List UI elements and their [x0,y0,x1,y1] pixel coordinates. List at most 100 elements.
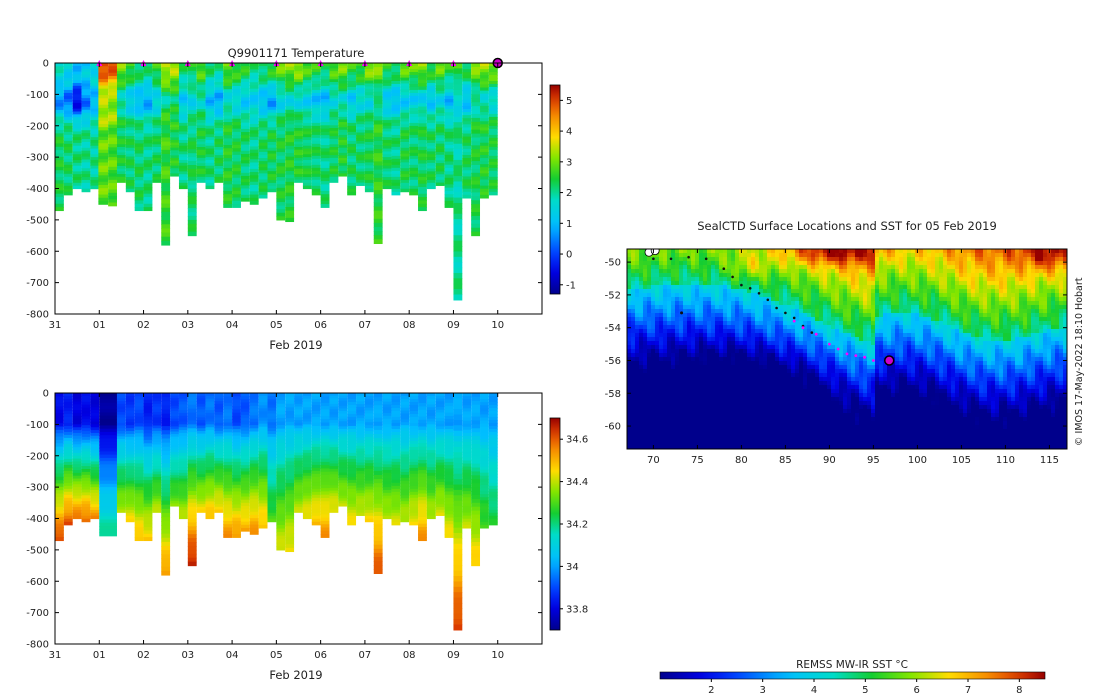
profile-cell [81,141,91,146]
profile-cell [125,395,135,400]
profile-cell [373,128,383,134]
profile-cell [382,464,392,468]
profile-cell [488,170,498,175]
profile-cell [143,153,153,158]
sst-cell [647,277,652,282]
profile-cell [152,63,162,67]
profile-cell [276,105,286,110]
profile-cell [81,80,91,85]
profile-cell [240,97,250,102]
sst-cell [639,429,644,434]
profile-cell [116,490,126,494]
profile-cell [391,122,401,127]
profile-cell [462,136,472,141]
profile-cell [134,76,144,81]
profile-cell [205,418,215,423]
profile-cell [258,448,268,452]
profile-cell [435,418,445,422]
profile-cell [98,63,109,67]
profile-cell [480,420,489,425]
profile-cell [320,190,330,195]
profile-cell [409,431,419,436]
profile-cell [382,430,392,434]
profile-cell [125,451,135,455]
profile-cell [311,134,321,139]
profile-cell [81,168,91,172]
profile-cell [356,470,365,475]
profile-cell [382,447,392,451]
profile-cell [409,116,419,121]
profile-cell [400,504,410,508]
profile-cell [196,414,206,418]
profile-cell [409,80,419,85]
profile-cell [311,65,321,70]
x-tick-label: 31 [49,320,62,331]
profile-cell [240,396,250,400]
profile-cell [320,85,330,90]
profile-cell [170,426,179,430]
profile-cell [471,78,481,84]
profile-cell [364,174,374,178]
profile-cell [214,493,224,497]
profile-cell [161,430,171,435]
profile-cell [249,184,259,189]
profile-cell [108,85,117,90]
profile-cell [329,393,339,397]
profile-cell [143,96,153,101]
profile-cell [170,454,179,458]
profile-cell [63,434,73,439]
profile-cell [170,80,179,85]
sst-cell [647,257,652,262]
profile-cell [223,102,233,107]
profile-cell [329,460,339,465]
profile-cell [232,419,241,424]
profile-cell [116,92,126,97]
profile-cell [418,399,427,404]
profile-cell [435,448,445,452]
profile-cell [302,447,312,451]
profile-cell [471,110,481,115]
profile-cell [214,430,224,435]
profile-cell [418,510,427,515]
profile-cell [63,65,73,70]
profile-cell [63,473,73,478]
profile-cell [329,71,339,75]
profile-cell [161,393,171,398]
profile-cell [125,106,135,111]
profile-cell [480,112,489,116]
profile-cell [205,489,215,494]
profile-cell [55,116,64,121]
profile-cell [347,137,357,142]
profile-cell [320,484,330,489]
profile-cell [55,506,64,511]
profile-cell [480,402,489,406]
profile-cell [435,143,445,148]
profile-cell [187,510,197,516]
profile-cell [373,124,383,130]
profile-cell [143,463,153,468]
profile-cell [249,431,259,436]
sst-cell [631,413,636,418]
profile-cell [55,496,64,501]
profile-cell [72,475,82,480]
profile-cell [170,485,179,489]
sst-cell [631,277,636,282]
profile-cell [249,428,259,433]
profile-cell [435,440,445,444]
profile-cell [320,494,330,499]
profile-cell [72,165,82,170]
profile-cell [267,118,277,123]
profile-cell [373,548,383,554]
profile-cell [488,395,498,400]
profile-cell [364,393,374,397]
profile-cell [232,514,241,519]
profile-cell [134,473,144,478]
profile-cell [223,158,233,162]
profile-cell [81,121,91,125]
sst-cell [639,281,644,286]
profile-cell [178,455,188,460]
profile-cell [356,160,365,164]
sst-cell [627,329,632,334]
profile-cell [240,524,250,529]
profile-cell [249,133,259,138]
